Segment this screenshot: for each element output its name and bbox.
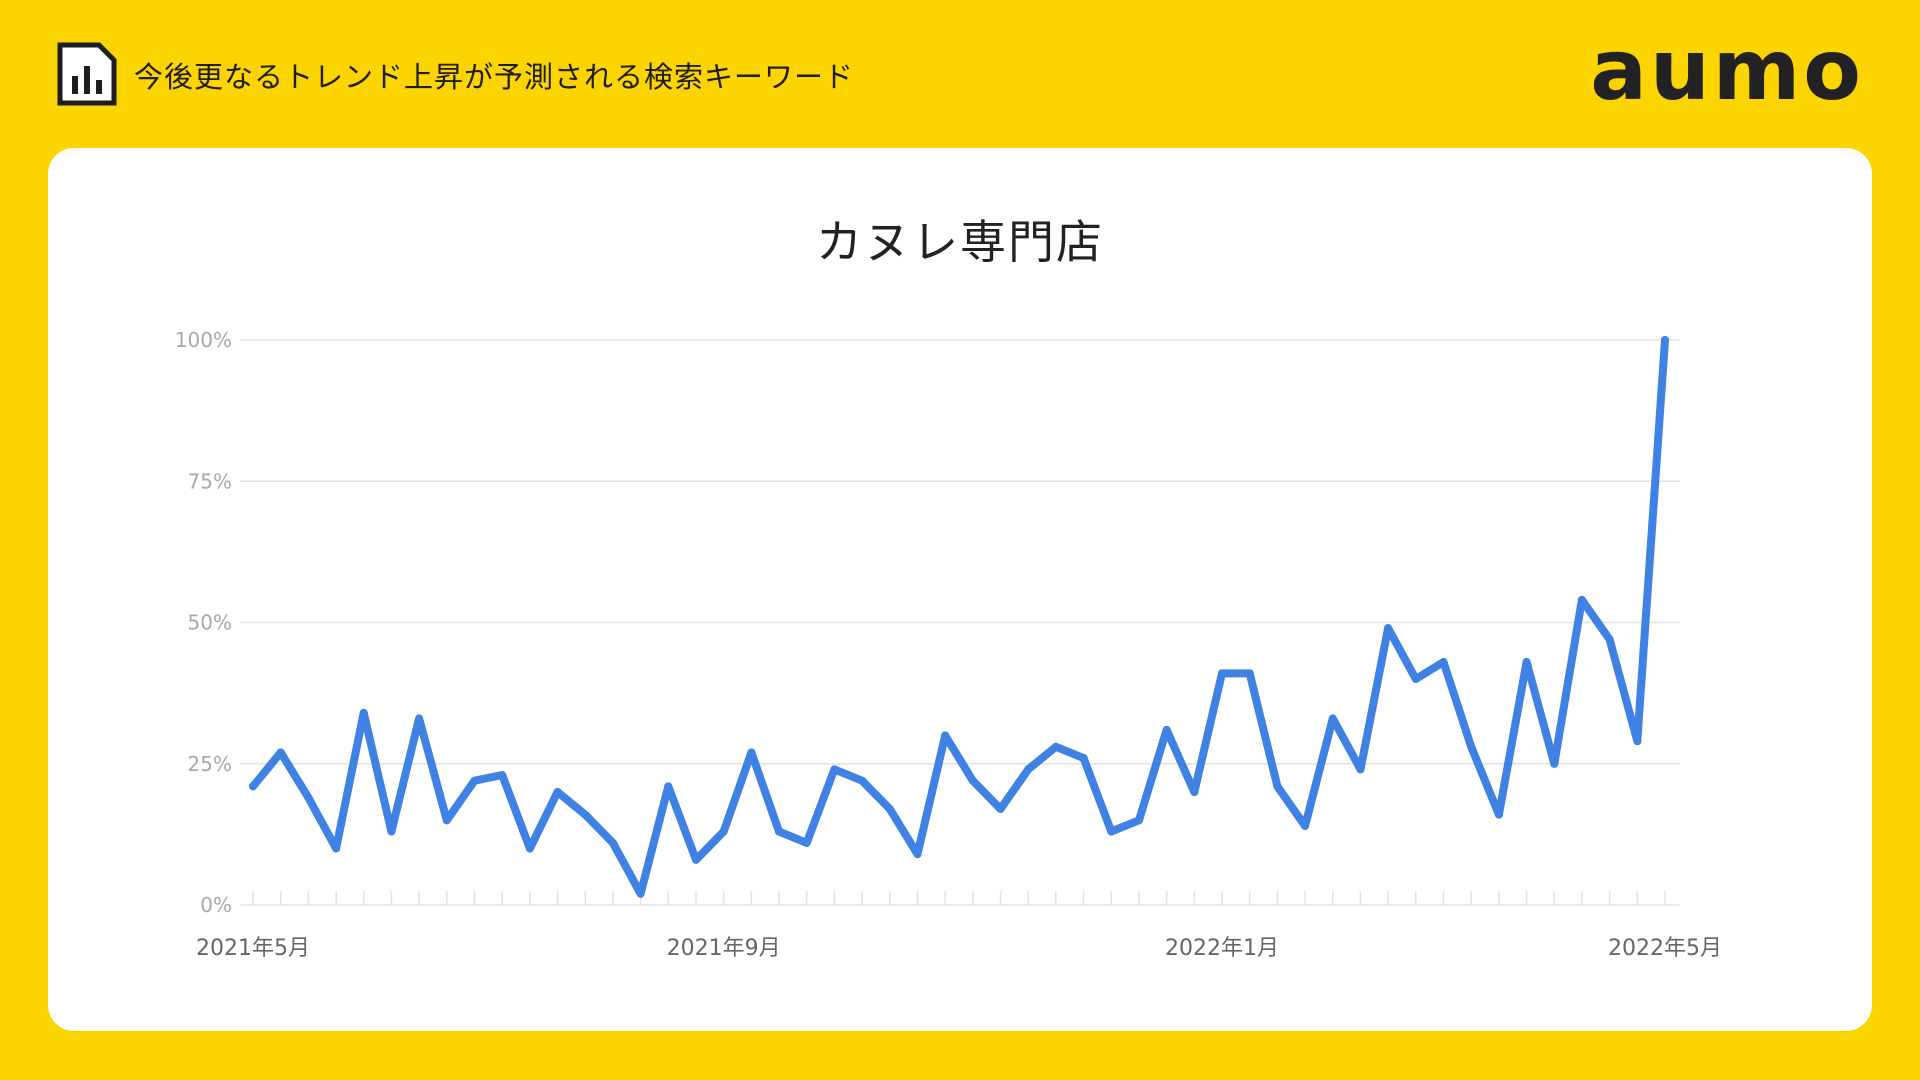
data-point (498, 771, 507, 780)
series-line (249, 336, 1669, 898)
data-point (968, 776, 977, 785)
data-point (913, 850, 922, 859)
data-point (830, 765, 839, 774)
data-point (1162, 725, 1171, 734)
data-point (553, 788, 562, 796)
data-point (470, 776, 479, 785)
data-point (996, 804, 1005, 813)
data-point (525, 844, 534, 853)
y-tick-label: 0% (200, 893, 232, 917)
data-point (885, 804, 894, 813)
x-tick-label: 2022年1月 (1165, 936, 1279, 961)
data-point (691, 855, 700, 864)
data-point (1411, 675, 1420, 683)
y-tick-label: 75% (188, 469, 232, 493)
data-point (1245, 669, 1254, 678)
y-tick-label: 100% (175, 328, 232, 352)
x-tick-label: 2021年5月 (196, 936, 310, 961)
data-point (1661, 336, 1669, 344)
data-point (359, 708, 368, 717)
chart-title: カヌレ専門店 (816, 215, 1104, 269)
data-point (304, 793, 313, 802)
data-point (442, 816, 451, 825)
page-title: 今後更なるトレンド上昇が予測される検索キーワード (134, 60, 855, 94)
data-point (1439, 658, 1448, 667)
data-point (581, 810, 590, 819)
data-point (1190, 788, 1199, 796)
data-point (719, 827, 728, 836)
data-point (1550, 759, 1559, 768)
data-point (1384, 624, 1393, 633)
data-point (608, 838, 617, 847)
data-point (941, 731, 950, 740)
data-point (1107, 827, 1116, 836)
x-tick-label: 2021年9月 (667, 936, 781, 961)
line-chart: 0% 25% 50% 75% 100% 2021年5月 2021年9月 2022年1月 202… (175, 328, 1722, 961)
data-point (249, 782, 257, 791)
data-point (1024, 765, 1033, 774)
data-point (1051, 742, 1060, 751)
chart-card: カヌレ専門店 0% 25% 50% 75% 100% 2021年5月 2021年9月 202… (48, 148, 1872, 1031)
data-point (1134, 816, 1143, 825)
data-point (1577, 595, 1586, 604)
data-point (1218, 669, 1227, 678)
data-point (775, 827, 784, 836)
x-tick-label: 2022年5月 (1608, 936, 1722, 961)
data-point (1079, 754, 1088, 763)
data-point (1633, 737, 1642, 746)
bar-chart-icon (57, 42, 117, 106)
data-point (1356, 765, 1365, 774)
data-point (332, 844, 341, 853)
data-point (802, 838, 811, 847)
data-point (1494, 810, 1503, 819)
data-point (1273, 782, 1282, 791)
data-point (387, 827, 396, 836)
data-point (1328, 714, 1337, 723)
data-point (1301, 821, 1310, 830)
data-point (747, 748, 756, 757)
y-tick-label: 50% (188, 611, 232, 635)
data-point (636, 889, 645, 898)
data-point (1522, 658, 1531, 667)
data-point (276, 748, 285, 757)
brand-logo: aumo (1590, 21, 1864, 119)
data-point (1467, 742, 1476, 751)
y-tick-label: 25% (188, 752, 232, 776)
data-point (858, 776, 867, 785)
data-point (415, 714, 424, 723)
data-point (1605, 635, 1614, 644)
data-point (664, 782, 673, 791)
